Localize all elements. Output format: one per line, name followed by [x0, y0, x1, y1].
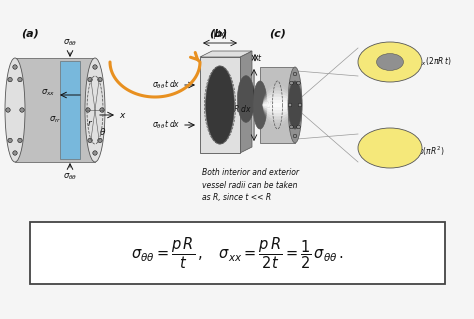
Text: $t$: $t$	[257, 52, 262, 63]
Ellipse shape	[263, 100, 292, 110]
FancyBboxPatch shape	[30, 222, 445, 284]
Ellipse shape	[358, 128, 422, 168]
Circle shape	[298, 103, 302, 107]
Circle shape	[288, 103, 292, 107]
Circle shape	[13, 65, 17, 69]
Circle shape	[100, 108, 104, 112]
Text: $\sigma_{\theta\theta}\,t\,dx$: $\sigma_{\theta\theta}\,t\,dx$	[152, 79, 180, 91]
Text: $\sim\!2R$: $\sim\!2R$	[256, 100, 275, 110]
Ellipse shape	[263, 87, 292, 123]
Polygon shape	[260, 67, 295, 143]
Text: (a): (a)	[21, 28, 39, 38]
Polygon shape	[60, 61, 80, 159]
Circle shape	[98, 138, 102, 143]
Circle shape	[290, 81, 293, 85]
Circle shape	[290, 125, 293, 129]
Text: $\theta$: $\theta$	[99, 126, 106, 137]
Text: Both interior and exterior
vessel radii can be taken
as R, since t << R: Both interior and exterior vessel radii …	[202, 168, 299, 202]
Text: $p\,2R\,dx$: $p\,2R\,dx$	[223, 103, 252, 116]
Ellipse shape	[263, 97, 292, 113]
Circle shape	[88, 78, 92, 82]
Text: (c): (c)	[270, 28, 286, 38]
Text: $\sigma_{xx}$: $\sigma_{xx}$	[41, 88, 55, 98]
Text: $r$: $r$	[87, 118, 93, 128]
Text: $x$: $x$	[119, 110, 127, 120]
Circle shape	[297, 125, 301, 129]
Ellipse shape	[263, 93, 292, 116]
Text: (b): (b)	[209, 28, 227, 38]
Circle shape	[86, 108, 90, 112]
Polygon shape	[200, 51, 252, 57]
Text: $|dx|$: $|dx|$	[212, 28, 228, 41]
Circle shape	[88, 138, 92, 143]
Polygon shape	[15, 58, 95, 162]
Ellipse shape	[263, 84, 292, 126]
Ellipse shape	[206, 66, 235, 144]
Ellipse shape	[288, 67, 302, 143]
Circle shape	[13, 151, 17, 155]
Text: $\sigma_{\theta\theta}\,t\,dx$: $\sigma_{\theta\theta}\,t\,dx$	[152, 119, 180, 131]
Text: $\sigma_{\theta\theta} = \dfrac{p\,R}{t}\,,$$\quad \sigma_{xx} = \dfrac{p\,R}{2t: $\sigma_{\theta\theta} = \dfrac{p\,R}{t}…	[131, 235, 344, 271]
Circle shape	[20, 108, 24, 112]
Ellipse shape	[288, 81, 302, 129]
Circle shape	[293, 72, 297, 76]
Ellipse shape	[253, 81, 267, 129]
Ellipse shape	[263, 103, 292, 107]
Text: $\sigma_{rr}$: $\sigma_{rr}$	[49, 115, 61, 125]
Circle shape	[18, 138, 22, 143]
Text: $p(\pi R^2)$: $p(\pi R^2)$	[418, 145, 445, 159]
Circle shape	[6, 108, 10, 112]
Circle shape	[293, 134, 297, 138]
Ellipse shape	[5, 58, 25, 162]
Ellipse shape	[263, 90, 292, 120]
Circle shape	[93, 65, 97, 69]
Polygon shape	[240, 51, 252, 153]
Polygon shape	[200, 57, 240, 153]
Circle shape	[8, 78, 12, 82]
Ellipse shape	[358, 42, 422, 82]
Circle shape	[18, 78, 22, 82]
Text: $\sigma_{\theta\theta}$: $\sigma_{\theta\theta}$	[63, 172, 77, 182]
Circle shape	[8, 138, 12, 143]
Ellipse shape	[376, 54, 403, 70]
Text: $\sigma_{\theta\theta}$: $\sigma_{\theta\theta}$	[63, 38, 77, 48]
Circle shape	[98, 78, 102, 82]
Ellipse shape	[85, 58, 105, 162]
Ellipse shape	[237, 76, 255, 122]
Circle shape	[93, 151, 97, 155]
Text: $\sigma_{xx}(2\pi R\,t)$: $\sigma_{xx}(2\pi R\,t)$	[414, 56, 452, 68]
Circle shape	[297, 81, 301, 85]
